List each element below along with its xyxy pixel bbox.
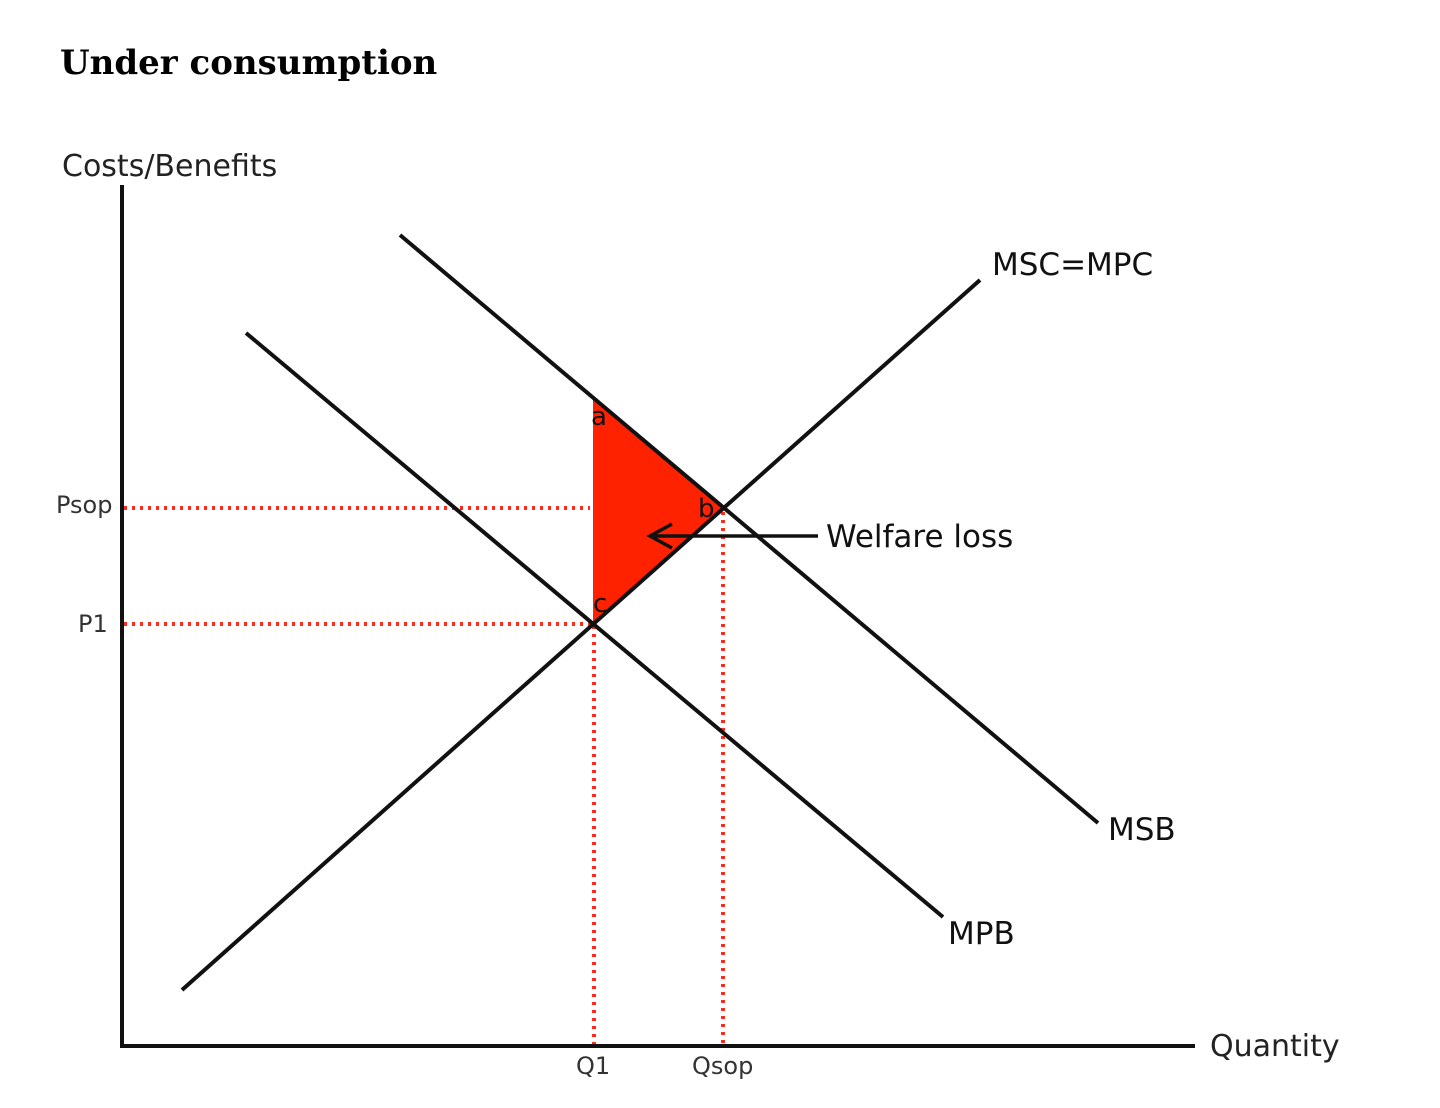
point-b-label: b bbox=[698, 494, 715, 524]
x-axis-label: Quantity bbox=[1210, 1029, 1340, 1064]
msb-curve-label: MSB bbox=[1108, 812, 1176, 848]
msb-curve bbox=[398, 233, 1100, 825]
welfare-loss-label: Welfare loss bbox=[826, 519, 1013, 555]
mpb-curve-label: MPB bbox=[948, 916, 1015, 952]
q1-label: Q1 bbox=[576, 1052, 610, 1080]
qsop-label: Qsop bbox=[692, 1052, 753, 1080]
supply-curve-label: MSC=MPC bbox=[992, 247, 1153, 283]
y-axis-label: Costs/Benefits bbox=[62, 149, 277, 184]
psop-label: Psop bbox=[56, 491, 112, 519]
welfare-loss-area bbox=[593, 397, 723, 623]
supply-curve bbox=[180, 278, 982, 992]
mpb-curve bbox=[244, 331, 945, 919]
point-a-label: a bbox=[591, 402, 607, 432]
point-c-label: c bbox=[593, 589, 607, 619]
arrow-head-icon bbox=[646, 522, 673, 550]
p1-label: P1 bbox=[78, 610, 108, 638]
diagram-title: Under consumption bbox=[60, 43, 437, 83]
